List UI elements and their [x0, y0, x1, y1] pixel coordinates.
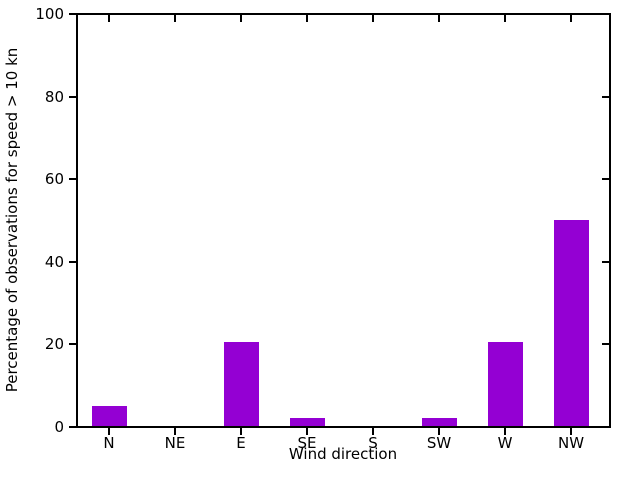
x-tick-label-SE: SE: [297, 434, 317, 452]
x-tick-bottom-SE: [306, 427, 308, 435]
y-tick-left-60: [69, 178, 77, 180]
x-tick-top-SE: [306, 14, 308, 22]
x-tick-bottom-NE: [174, 427, 176, 435]
y-tick-label-100: 100: [35, 5, 64, 23]
x-tick-bottom-N: [108, 427, 110, 435]
y-tick-right-80: [602, 96, 610, 98]
y-tick-label-40: 40: [44, 253, 64, 271]
x-tick-bottom-E: [240, 427, 242, 435]
y-tick-label-80: 80: [44, 88, 64, 106]
x-tick-label-N: N: [103, 434, 115, 452]
bar-NW: [554, 220, 589, 427]
y-tick-left-20: [69, 343, 77, 345]
x-tick-bottom-SW: [438, 427, 440, 435]
plot-area: [76, 13, 611, 428]
x-tick-bottom-NW: [570, 427, 572, 435]
bar-E: [224, 342, 259, 427]
x-tick-label-E: E: [236, 434, 246, 452]
bar-SE: [290, 418, 325, 427]
y-tick-left-0: [69, 426, 77, 428]
y-tick-left-100: [69, 13, 77, 15]
x-tick-label-NE: NE: [164, 434, 186, 452]
x-tick-label-SW: SW: [426, 434, 452, 452]
y-tick-right-0: [602, 426, 610, 428]
y-tick-label-20: 20: [44, 335, 64, 353]
y-tick-left-80: [69, 96, 77, 98]
x-tick-label-W: W: [497, 434, 513, 452]
x-tick-top-S: [372, 14, 374, 22]
x-tick-top-E: [240, 14, 242, 22]
bar-SW: [422, 418, 457, 427]
y-tick-right-20: [602, 343, 610, 345]
x-tick-top-NW: [570, 14, 572, 22]
x-tick-top-SW: [438, 14, 440, 22]
bar-W: [488, 342, 523, 427]
y-tick-right-60: [602, 178, 610, 180]
x-tick-label-NW: NW: [557, 434, 585, 452]
y-tick-label-60: 60: [44, 170, 64, 188]
x-tick-bottom-W: [504, 427, 506, 435]
x-tick-top-W: [504, 14, 506, 22]
y-tick-right-100: [602, 13, 610, 15]
x-tick-label-S: S: [368, 434, 378, 452]
y-tick-label-0: 0: [54, 418, 64, 436]
y-tick-left-40: [69, 261, 77, 263]
x-tick-bottom-S: [372, 427, 374, 435]
x-axis-label: Wind direction: [288, 445, 398, 463]
bar-N: [92, 406, 127, 427]
x-tick-top-N: [108, 14, 110, 22]
y-tick-right-40: [602, 261, 610, 263]
x-tick-top-NE: [174, 14, 176, 22]
